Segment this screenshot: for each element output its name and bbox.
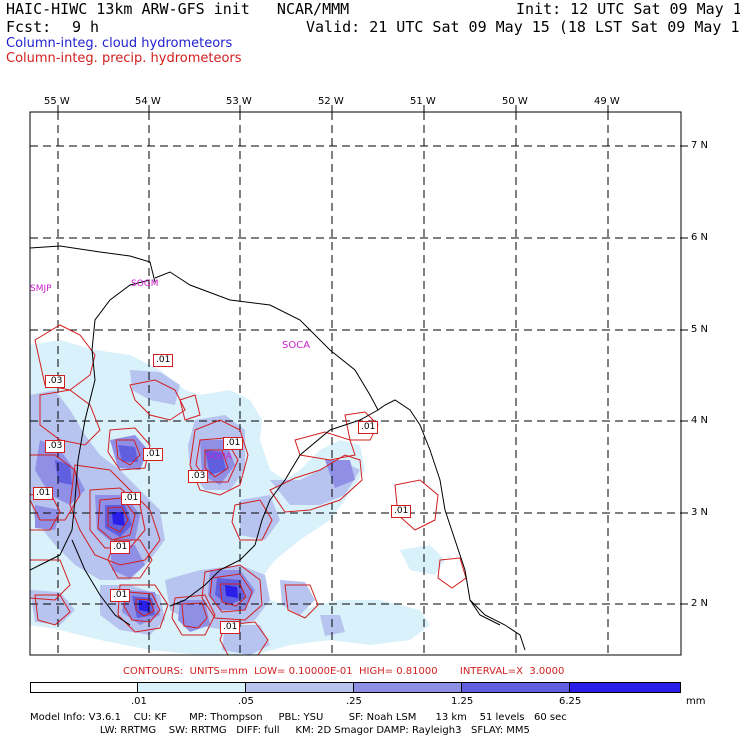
- contour-label: .01: [33, 487, 54, 500]
- colorbar-tick: 1.25: [451, 696, 474, 707]
- lon-label: 54 W: [135, 96, 161, 107]
- contour-label: .01: [391, 505, 412, 518]
- station-label: SOCA: [282, 340, 311, 351]
- contour-label: .01: [143, 448, 164, 461]
- chart-title: HAIC-HIWC 13km ARW-GFS init NCAR/MMM: [6, 0, 350, 18]
- station-label: SOGM: [131, 279, 159, 289]
- lat-label: 6 N: [691, 232, 709, 243]
- lon-label: 52 W: [318, 96, 344, 107]
- lat-label: 5 N: [691, 324, 709, 335]
- colorbar-tick: .25: [346, 696, 362, 707]
- colorbar-segment-2: [245, 682, 354, 693]
- coastline: [30, 245, 526, 651]
- station-label: SOOA: [206, 452, 232, 462]
- lat-label: 4 N: [691, 415, 709, 426]
- contour-label: .03: [188, 470, 209, 483]
- lon-label: 53 W: [226, 96, 252, 107]
- colorbar-tick: 6.25: [559, 696, 582, 707]
- colorbar-segment-3: [353, 682, 462, 693]
- model-info-line1: Model Info: V3.6.1 CU: KF MP: Thompson P…: [30, 712, 567, 723]
- colorbar-segment-0: [30, 682, 138, 693]
- lat-lon-grid: [30, 112, 681, 655]
- colorbar-tick: .01: [131, 696, 147, 707]
- colorbar-units: mm: [686, 696, 706, 707]
- lat-label: 3 N: [691, 507, 709, 518]
- station-label: SMJP: [30, 284, 52, 294]
- valid-time: Valid: 21 UTC Sat 09 May 15 (18 LST Sat …: [306, 18, 740, 36]
- shaded-field: [30, 340, 445, 655]
- contour-label: .03: [45, 440, 66, 453]
- contour-label: .01: [153, 354, 174, 367]
- lat-label: 2 N: [691, 598, 709, 609]
- contour-label: .01: [121, 492, 142, 505]
- contour-label: .01: [110, 589, 131, 602]
- lon-label: 50 W: [502, 96, 528, 107]
- model-info-line2: LW: RRTMG SW: RRTMG DIFF: full KM: 2D Sm…: [30, 725, 530, 736]
- contour-label: .01: [223, 437, 244, 450]
- forecast-hour: 9 h: [72, 18, 100, 36]
- axis-ticks: [57, 105, 688, 605]
- colorbar-segment-1: [137, 682, 246, 693]
- contour-label: .01: [358, 421, 379, 434]
- contour-info: CONTOURS: UNITS=mm LOW= 0.10000E-01 HIGH…: [123, 666, 565, 677]
- contour-label: .03: [45, 375, 66, 388]
- field-cloud-label: Column-integ. cloud hydrometeors: [6, 36, 233, 51]
- shade-level-5: [112, 512, 238, 612]
- plot-frame: [29, 111, 682, 656]
- init-time: Init: 12 UTC Sat 09 May 15: [516, 0, 740, 18]
- forecast-label: Fcst:: [6, 18, 52, 36]
- colorbar-tick: .05: [238, 696, 254, 707]
- lat-label: 7 N: [691, 140, 709, 151]
- lon-label: 49 W: [594, 96, 620, 107]
- lon-label: 55 W: [44, 96, 70, 107]
- contour-label: .01: [220, 621, 241, 634]
- colorbar-segment-5: [569, 682, 681, 693]
- lon-label: 51 W: [410, 96, 436, 107]
- colorbar-segment-4: [461, 682, 570, 693]
- field-precip-label: Column-integ. precip. hydrometeors: [6, 51, 242, 66]
- contour-label: .01: [110, 541, 131, 554]
